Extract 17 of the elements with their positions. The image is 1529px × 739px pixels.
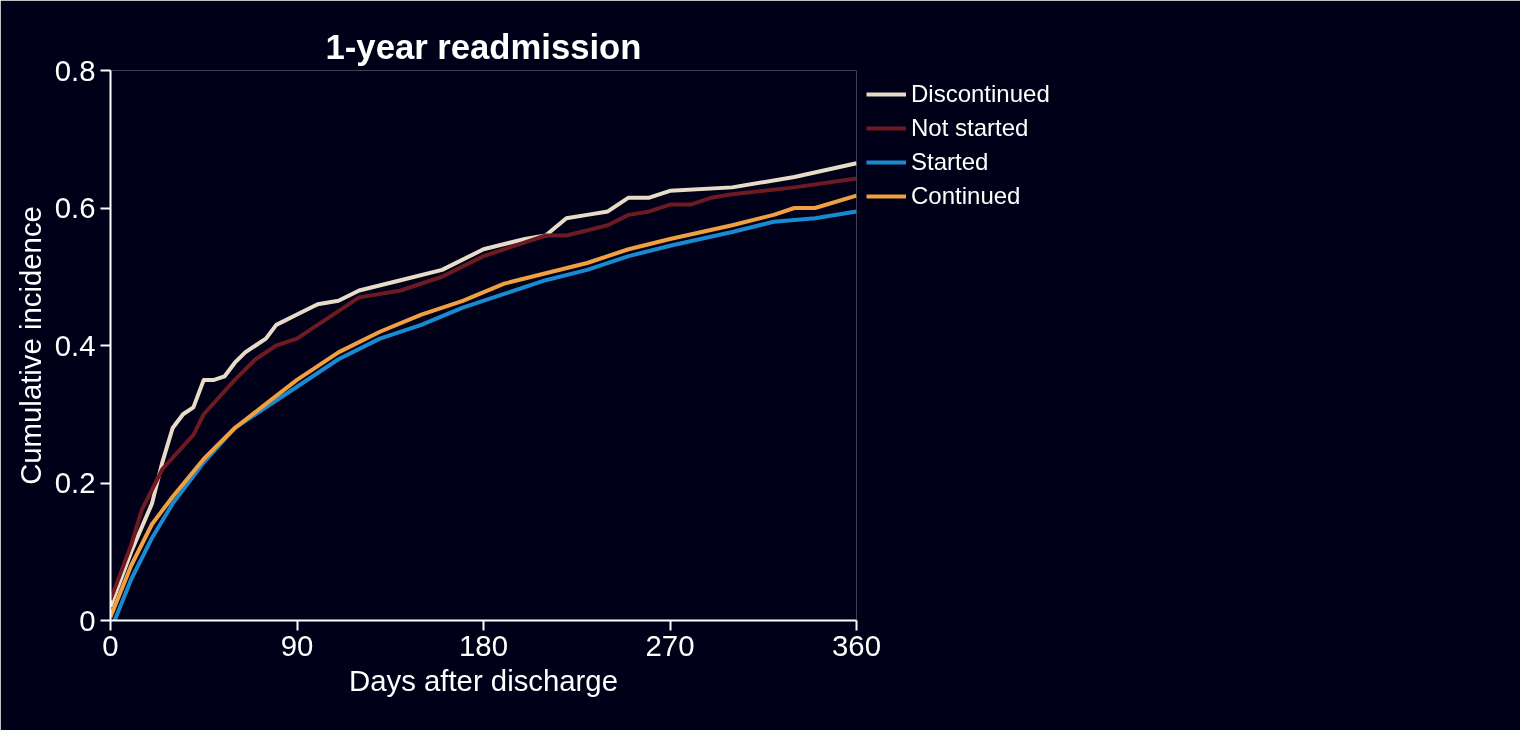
legend-label: Discontinued [911,80,1050,108]
y-tick-label: 0.4 [54,328,96,362]
legend-label: Not started [911,114,1029,142]
x-tick-label: 360 [832,628,881,662]
x-tick-label: 90 [280,628,314,662]
y-axis-title: Cumulative incidence [13,206,47,485]
y-tick-label: 0 [79,603,96,637]
legend-label: Continued [911,182,1021,210]
legend-label: Started [911,148,989,176]
x-tick-label: 270 [645,628,695,662]
y-tick-label: 0.6 [54,191,96,224]
x-axis-title: Days after discharge [349,663,618,697]
y-tick-label: 0.8 [54,53,96,87]
chart-title: 1-year readmission [325,27,642,66]
y-tick-label: 0.2 [54,466,96,499]
x-tick-label: 180 [459,628,508,662]
x-tick-label: 0 [102,628,119,662]
